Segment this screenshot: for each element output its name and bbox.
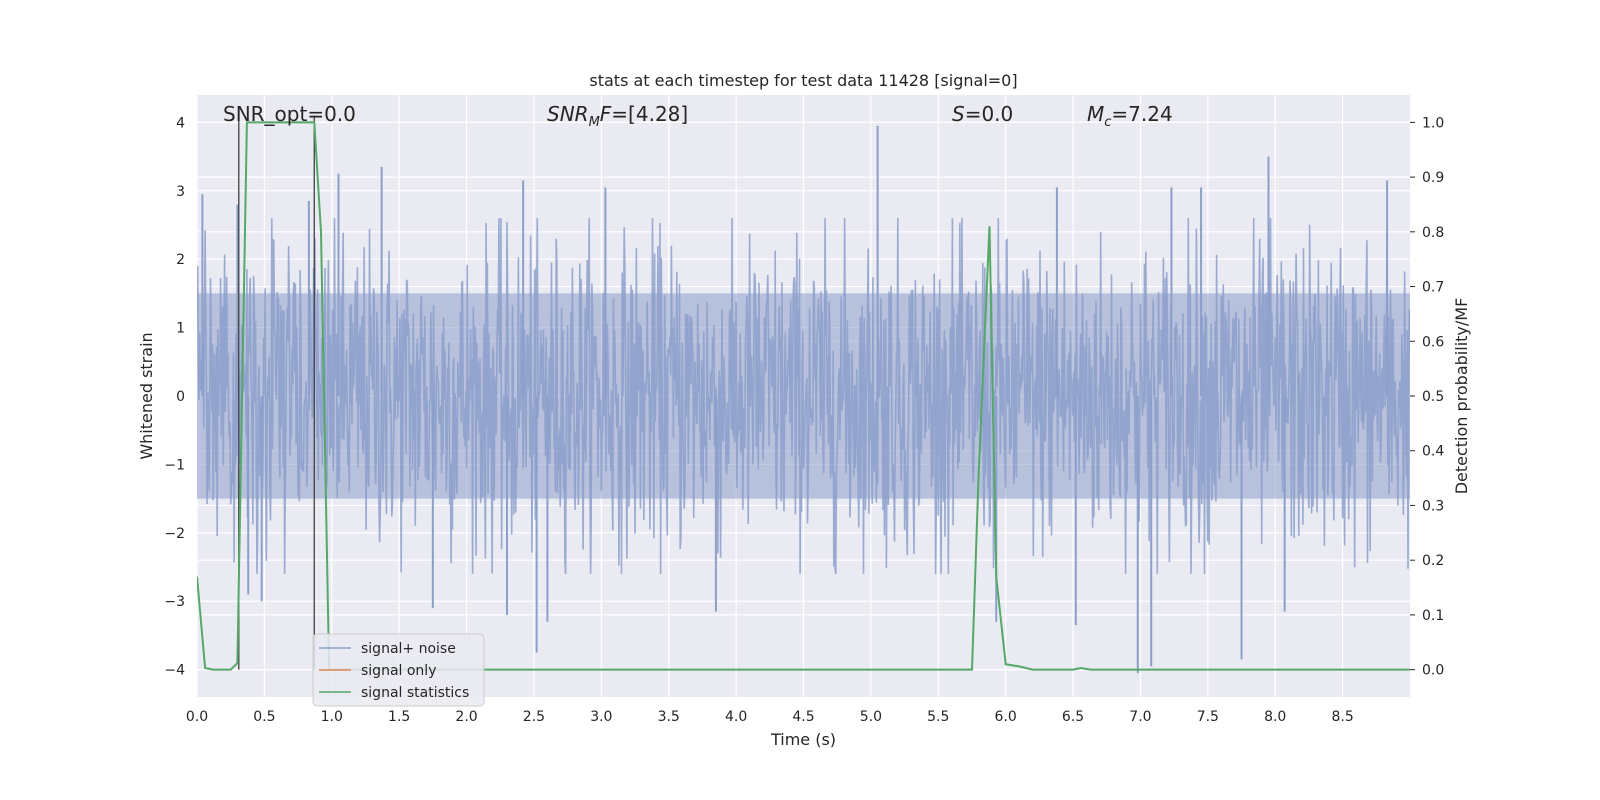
y-axis-label: Whitened strain [137, 332, 156, 459]
x-tick-label: 0.5 [253, 709, 275, 725]
annotation-snr-mf-value: =[4.28] [611, 102, 688, 126]
x-tick-label: 3.0 [590, 709, 612, 725]
x-tick-label: 5.5 [927, 709, 949, 725]
y-tick-label: −3 [164, 594, 185, 610]
annotation-s-value: =0.0 [965, 102, 1014, 126]
y-right-axis-label: Detection probability/MF [1452, 298, 1471, 495]
series-signal-plus-noise [197, 125, 1410, 674]
y-right-tick-label: 0.1 [1422, 608, 1444, 624]
y-right-tick-label: 0.0 [1422, 663, 1444, 679]
legend: signal+ noise signal only signal statist… [312, 633, 485, 707]
x-tick-label: 6.5 [1062, 709, 1084, 725]
annotation-s: S=0.0 [952, 102, 1013, 126]
y-right-tick-label: 0.6 [1422, 334, 1444, 350]
x-tick-label: 2.0 [455, 709, 477, 725]
x-axis-label: Time (s) [770, 730, 836, 749]
signal-statistics-line [197, 121, 1410, 671]
x-tick-label: 4.5 [792, 709, 814, 725]
legend-label-signal-statistics: signal statistics [361, 685, 469, 701]
y-tick-label: 0 [176, 389, 185, 405]
annotation-mc-value: =7.24 [1111, 102, 1172, 126]
y-tick-label: −2 [164, 526, 185, 542]
legend-label-signal-plus-noise: signal+ noise [361, 641, 456, 657]
annotation-snr-mf: SNRMF=[4.28] [547, 102, 688, 130]
x-tick-label: 3.5 [658, 709, 680, 725]
x-tick-label: 1.0 [321, 709, 343, 725]
y-tick-label: −1 [164, 457, 185, 473]
y-right-tick-label: 0.8 [1422, 225, 1444, 241]
y-right-tick-label: 0.5 [1422, 389, 1444, 405]
y-right-tick-label: 0.2 [1422, 553, 1444, 569]
x-tick-label: 0.0 [186, 709, 208, 725]
x-tick-label: 2.5 [523, 709, 545, 725]
y-right-tick-label: 0.7 [1422, 280, 1444, 296]
y-right-tick-label: 1.0 [1422, 115, 1444, 131]
x-tick-label: 1.5 [388, 709, 410, 725]
annotation-snr-opt: SNR_opt=0.0 [223, 102, 356, 126]
legend-label-signal-only: signal only [361, 663, 436, 679]
y-tick-label: 1 [176, 321, 185, 337]
x-tick-label: 5.0 [860, 709, 882, 725]
x-axis-ticks: 0.0 0.5 1.0 1.5 2.0 2.5 3.0 3.5 4.0 4.5 5.0 5.5 6.0 6… [186, 709, 1354, 725]
annotation-mc: Mc=7.24 [1087, 102, 1173, 130]
x-tick-label: 7.5 [1197, 709, 1219, 725]
y-tick-label: 3 [176, 184, 185, 200]
y-right-axis-ticks: 1.0 0.9 0.8 0.7 0.6 0.5 0.4 0.3 0.2 0.1 0.0 [1410, 115, 1444, 679]
legend-box [312, 633, 485, 707]
y-right-tick-label: 0.9 [1422, 170, 1444, 186]
y-axis-ticks: 4 3 2 1 0 −1 −2 −3 −4 [164, 115, 185, 678]
y-right-tick-label: 0.4 [1422, 444, 1444, 460]
y-tick-label: −4 [164, 663, 185, 679]
chart-title: stats at each timestep for test data 114… [589, 71, 1017, 90]
x-tick-label: 8.0 [1264, 709, 1286, 725]
x-tick-label: 4.0 [725, 709, 747, 725]
y-right-tick-label: 0.3 [1422, 498, 1444, 514]
noise-band [197, 293, 1410, 499]
x-tick-label: 6.0 [995, 709, 1017, 725]
x-tick-label: 7.0 [1129, 709, 1151, 725]
x-tick-label: 8.5 [1331, 709, 1353, 725]
series-signal-statistics [197, 121, 1410, 671]
y-tick-label: 2 [176, 252, 185, 268]
y-tick-label: 4 [176, 115, 185, 131]
